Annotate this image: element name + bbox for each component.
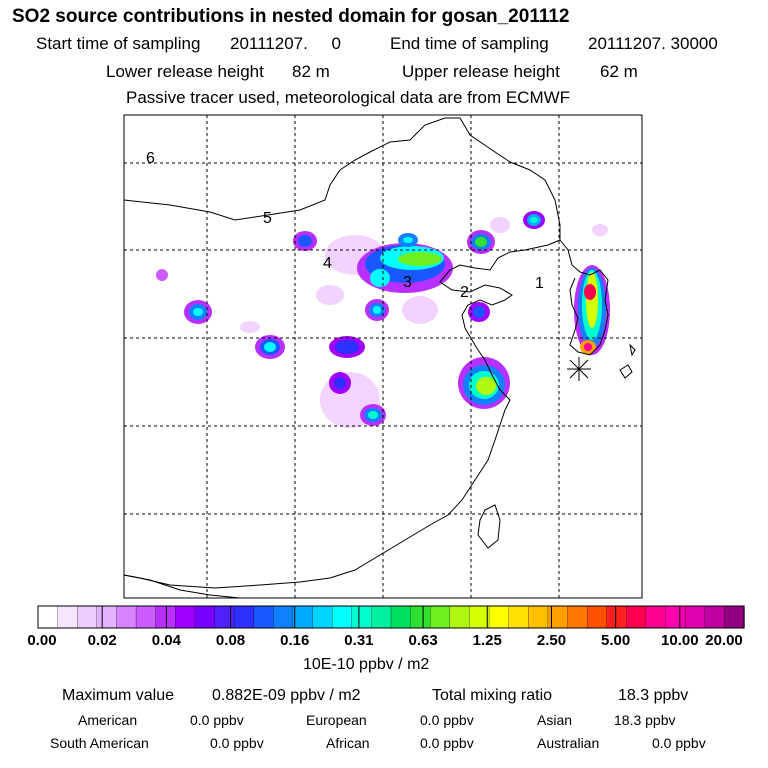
colorbar-cell bbox=[704, 605, 726, 629]
region-label-4: 4 bbox=[323, 255, 332, 272]
region-label-1: 1 bbox=[535, 275, 544, 292]
colorbar-cell bbox=[214, 605, 235, 629]
colorbar-tick-label: 0.08 bbox=[215, 632, 246, 649]
colorbar-cell bbox=[508, 605, 529, 629]
colorbar-cell bbox=[135, 605, 157, 629]
colorbar-cell bbox=[351, 605, 373, 629]
receptor-star-icon bbox=[567, 357, 591, 381]
region-name: Asian bbox=[537, 712, 573, 728]
region-label-3: 3 bbox=[403, 274, 412, 291]
start-time-value: 20111207. 0 bbox=[230, 34, 341, 53]
plume-blob bbox=[293, 231, 317, 251]
max-value-label: Maximum value bbox=[62, 687, 175, 704]
region-value: 0.0 ppbv bbox=[652, 735, 706, 751]
colorbar-cell bbox=[469, 605, 490, 629]
lower-height-value: 82 m bbox=[292, 62, 330, 81]
coastline bbox=[124, 117, 636, 598]
upper-height-label: Upper release height bbox=[402, 62, 560, 81]
colorbar-cell bbox=[528, 605, 549, 629]
colorbar-tick-label: 10.00 bbox=[661, 632, 699, 649]
colorbar-unit: 10E-10 ppbv / m2 bbox=[303, 656, 430, 673]
colorbar-cell bbox=[410, 605, 431, 629]
colorbar-cell bbox=[567, 605, 588, 629]
region-label-6: 6 bbox=[146, 150, 155, 167]
colorbar-cell bbox=[116, 605, 137, 629]
plume-blob bbox=[329, 336, 365, 358]
colorbar-cell bbox=[253, 605, 274, 629]
colorbar-cell bbox=[194, 605, 216, 629]
region-value: 0.0 ppbv bbox=[420, 712, 474, 728]
region-name: African bbox=[326, 735, 370, 751]
colorbar-tick-label: 5.00 bbox=[601, 632, 631, 649]
region-label-2: 2 bbox=[460, 284, 469, 301]
colorbar-cell bbox=[547, 605, 569, 629]
colorbar-cell bbox=[390, 605, 412, 629]
region-name: European bbox=[306, 712, 367, 728]
plume-blob bbox=[360, 404, 386, 426]
region-value: 0.0 ppbv bbox=[420, 735, 474, 751]
region-name: American bbox=[78, 712, 138, 728]
plume-blob bbox=[357, 233, 453, 293]
plume-blob bbox=[523, 211, 545, 229]
plume-blob bbox=[329, 372, 351, 394]
end-time-label: End time of sampling bbox=[390, 34, 549, 53]
region-label-5: 5 bbox=[263, 210, 272, 227]
region-value: 0.0 ppbv bbox=[210, 735, 264, 751]
colorbar-tick-label: 0.63 bbox=[408, 632, 438, 649]
upper-height-value: 62 m bbox=[600, 62, 638, 81]
total-mixing-value: 18.3 ppbv bbox=[618, 687, 689, 704]
end-time-value: 20111207. 30000 bbox=[588, 34, 718, 53]
colorbar-cell bbox=[606, 605, 627, 629]
colorbar-tick-label: 0.04 bbox=[151, 632, 181, 649]
plume-blob bbox=[468, 302, 490, 322]
region-value: 18.3 ppbv bbox=[614, 712, 676, 728]
colorbar-cell bbox=[626, 605, 647, 629]
colorbar-cell bbox=[645, 605, 667, 629]
colorbar-tick-label: 0.31 bbox=[344, 632, 374, 649]
colorbar-cell bbox=[312, 605, 333, 629]
tracer-note: Passive tracer used, meteorological data… bbox=[126, 88, 571, 107]
colorbar-cell bbox=[332, 605, 353, 629]
region-value: 0.0 ppbv bbox=[190, 712, 244, 728]
colorbar-cell bbox=[430, 605, 451, 629]
colorbar-cell bbox=[233, 605, 255, 629]
colorbar-tick-label: 1.25 bbox=[472, 632, 502, 649]
colorbar-tick-label: 20.00 bbox=[705, 632, 743, 649]
colorbar-tick-label: 0.16 bbox=[280, 632, 310, 649]
colorbar-cell bbox=[586, 605, 608, 629]
colorbar-cell bbox=[96, 605, 118, 629]
max-value: 0.882E-09 ppbv / m2 bbox=[212, 687, 361, 704]
plume-blob bbox=[574, 265, 610, 355]
colorbar-cell bbox=[57, 605, 78, 629]
colorbar-cell bbox=[37, 605, 59, 629]
colorbar-cell bbox=[371, 605, 392, 629]
total-mixing-label: Total mixing ratio bbox=[432, 687, 553, 704]
colorbar-cell bbox=[175, 605, 196, 629]
plume-blob bbox=[255, 335, 285, 359]
lower-height-label: Lower release height bbox=[106, 62, 264, 81]
region-name: South American bbox=[50, 735, 149, 751]
colorbar-tick-label: 0.02 bbox=[87, 632, 117, 649]
colorbar-cell bbox=[273, 605, 294, 629]
colorbar-cell bbox=[77, 605, 98, 629]
colorbar-cell bbox=[685, 605, 706, 629]
colorbar-cell bbox=[488, 605, 510, 629]
colorbar bbox=[37, 605, 745, 629]
colorbar-tick-label: 0.00 bbox=[27, 632, 57, 649]
start-time-label: Start time of sampling bbox=[36, 34, 201, 53]
colorbar-cell bbox=[665, 605, 686, 629]
colorbar-tick-label: 2.50 bbox=[536, 632, 567, 649]
map-title: SO2 source contributions in nested domai… bbox=[12, 6, 570, 27]
colorbar-cell bbox=[292, 605, 314, 629]
colorbar-cell bbox=[449, 605, 471, 629]
graticule bbox=[124, 115, 642, 598]
colorbar-cell bbox=[155, 605, 176, 629]
footprint-map: 6 5 4 3 2 1 bbox=[123, 114, 643, 599]
plume-blob bbox=[156, 269, 212, 324]
colorbar-cell bbox=[724, 605, 745, 629]
plume-blob bbox=[458, 357, 510, 409]
region-name: Australian bbox=[537, 735, 600, 751]
plume-blob bbox=[467, 230, 495, 254]
